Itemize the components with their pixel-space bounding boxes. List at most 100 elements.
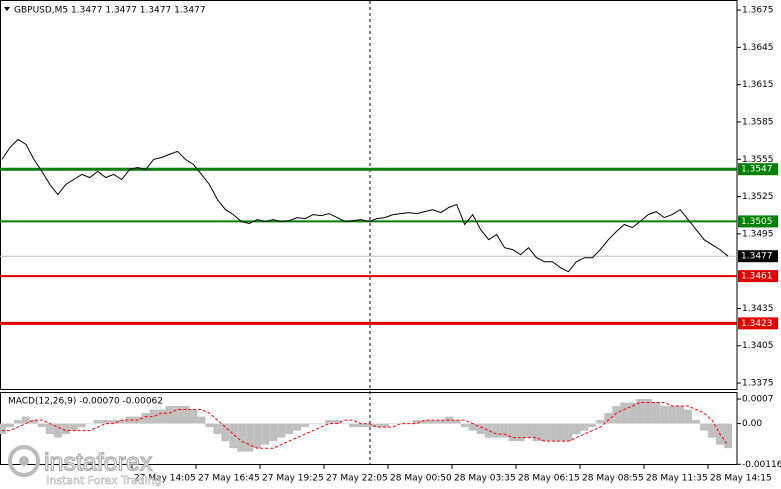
y-tick-label: 0.00 — [742, 419, 762, 429]
watermark: instaforex Instant Forex Trading — [8, 445, 162, 487]
histogram-bar — [149, 409, 158, 424]
macd-title: MACD(12,26,9) -0.00070 -0.00062 — [8, 397, 163, 407]
histogram-bar — [628, 402, 637, 424]
histogram-bar — [436, 420, 445, 424]
histogram-bar — [724, 423, 732, 449]
histogram-bar — [61, 423, 70, 435]
histogram-bar — [452, 420, 461, 424]
y-tick-label: 1.3645 — [742, 43, 774, 53]
histogram-bar — [388, 423, 397, 425]
histogram-bar — [0, 423, 6, 435]
price-line — [1, 138, 729, 273]
level-label-box — [738, 317, 778, 330]
histogram-bar — [221, 423, 230, 442]
histogram-bar — [540, 423, 549, 442]
x-tick-label: 28 May 14:15 — [710, 474, 772, 484]
logo-ring — [8, 445, 40, 477]
y-tick-label: 0.0007 — [742, 395, 774, 405]
histogram-bar — [412, 420, 421, 424]
histogram-bar — [492, 423, 501, 438]
level-label-box — [738, 270, 778, 283]
level-label: 1.3423 — [741, 319, 773, 329]
price-frame — [0, 0, 738, 390]
histogram-bar — [141, 413, 150, 424]
histogram-bar — [684, 409, 693, 424]
x-tick-label: 28 May 03:35 — [454, 474, 516, 484]
histogram-bar — [604, 413, 613, 424]
histogram-bar — [396, 423, 405, 425]
histogram-bar — [29, 420, 38, 424]
histogram-bar — [420, 420, 429, 424]
histogram-bar — [53, 423, 62, 438]
histogram-bar — [580, 423, 589, 431]
histogram-bar — [333, 420, 342, 424]
histogram-bar — [708, 423, 717, 438]
histogram-bar — [524, 423, 533, 438]
histogram-bar — [45, 423, 54, 435]
histogram-bar — [460, 423, 469, 428]
level-label-box — [738, 163, 778, 176]
y-tick-label: 1.3375 — [742, 379, 774, 389]
histogram-bar — [668, 406, 677, 424]
x-tick-label: 28 May 00:50 — [390, 474, 452, 484]
y-tick-label: 1.3435 — [742, 304, 774, 314]
chart-title: GBPUSD,M5 1.3477 1.3477 1.3477 1.3477 — [14, 6, 206, 16]
histogram-bar — [468, 423, 477, 431]
histogram-bar — [532, 423, 541, 442]
histogram-bar — [700, 423, 709, 431]
histogram-bar — [349, 423, 358, 428]
histogram-bar — [253, 423, 262, 449]
histogram-bar — [317, 423, 326, 425]
x-tick-label: 27 May 19:25 — [262, 474, 324, 484]
x-tick-label: 27 May 22:05 — [326, 474, 388, 484]
histogram-bar — [341, 423, 350, 425]
y-tick-label: 1.3585 — [742, 117, 774, 127]
y-tick-label: 1.3525 — [742, 192, 774, 202]
level-label: 1.3461 — [741, 272, 773, 282]
histogram-bar — [173, 406, 182, 424]
histogram-bar — [237, 423, 246, 452]
logo-core — [19, 456, 29, 466]
histogram-bar — [476, 423, 485, 435]
histogram-bar — [508, 423, 517, 442]
histogram-bar — [652, 402, 661, 424]
histogram-bar — [564, 423, 573, 442]
y-tick-label: 1.3495 — [742, 229, 774, 239]
histogram-bar — [269, 423, 278, 442]
histogram-bar — [261, 423, 270, 445]
watermark-brand: instaforex — [44, 449, 153, 477]
histogram-bar — [77, 423, 86, 428]
histogram-bar — [85, 423, 94, 425]
histogram-bar — [357, 423, 365, 428]
x-tick-label: 27 May 16:45 — [198, 474, 260, 484]
histogram-bar — [309, 423, 318, 425]
histogram-bar — [157, 409, 166, 424]
y-tick-label: 1.3555 — [742, 155, 774, 165]
histogram-bar — [660, 406, 669, 424]
histogram-bar — [500, 423, 509, 438]
histogram-bar — [636, 399, 645, 424]
x-tick-label: 28 May 08:55 — [582, 474, 644, 484]
histogram-bar — [596, 420, 605, 424]
y-tick-label: 1.3405 — [742, 341, 774, 351]
menu-triangle — [4, 7, 10, 11]
y-tick-label: -0.00116 — [742, 460, 781, 470]
watermark-tagline: Instant Forex Trading — [46, 474, 162, 487]
histogram-bar — [117, 420, 126, 424]
histogram-bar — [109, 420, 118, 424]
histogram-bar — [181, 406, 190, 424]
histogram-bar — [21, 416, 30, 424]
histogram-bar — [229, 423, 238, 449]
histogram-bar — [556, 423, 565, 442]
histogram-bar — [197, 416, 206, 424]
histogram-bar — [428, 420, 437, 424]
histogram-bar — [372, 423, 381, 428]
histogram-bar — [93, 420, 102, 424]
x-tick-label: 27 May 14:05 — [134, 474, 196, 484]
histogram-bar — [69, 423, 78, 431]
histogram-bar — [165, 406, 174, 424]
histogram-bar — [620, 402, 629, 424]
histogram-bar — [189, 409, 198, 424]
histogram-bar — [277, 423, 286, 438]
